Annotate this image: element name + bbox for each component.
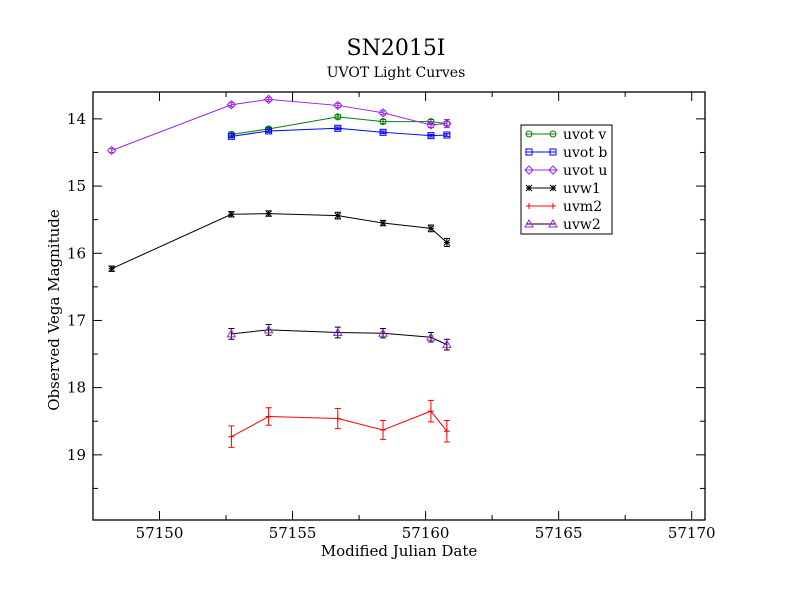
data-point [443,131,451,139]
error-bar [265,129,272,133]
data-point [106,145,117,156]
y-tick-label: 14 [67,110,86,128]
data-point [227,132,235,140]
y-tick-label: 16 [67,244,86,262]
data-point [442,339,452,349]
data-point [378,328,388,337]
plot-frame [92,91,706,521]
data-point [265,413,272,420]
data-point [427,225,435,232]
x-tick-label: 57160 [402,524,450,542]
series-layer [106,94,452,448]
legend-label: uvw2 [563,217,601,233]
legend-marker [526,203,532,209]
legend-item-uvw2: uvw2 [524,217,601,233]
data-point [333,100,343,111]
y-tick-label: 15 [67,177,86,195]
series-line [231,410,448,438]
data-point [379,128,387,136]
legend-marker [549,148,557,156]
error-bar [334,126,341,131]
series-line [111,213,448,270]
x-tick-label: 57155 [269,524,317,542]
data-point [108,265,115,273]
data-point [379,118,387,126]
series-uvw2 [226,323,452,351]
y-tick-label: 18 [67,379,86,397]
chart-title: SN2015I [347,36,446,61]
data-point [378,108,388,118]
x-tick-label: 57150 [136,524,184,542]
legend-item-uvot-v: uvot v [525,127,606,143]
y-axis-label: Observed Vega Magnitude [45,209,63,411]
data-point [426,332,436,341]
data-point [443,428,450,435]
legend-item-uvot-b: uvot b [525,145,607,161]
y-tick-label: 17 [67,311,86,329]
data-point [226,328,237,338]
x-axis-label: Modified Julian Date [321,542,478,560]
data-point [443,239,451,246]
data-point [379,219,387,227]
series-uvot-b [227,124,451,140]
axis-ticks: 57150 57155 57160 57165 57170 14 15 16 17 18 19 [67,92,716,542]
series-uvw1 [108,210,451,273]
data-point [427,132,435,140]
legend-marker [549,130,557,138]
legend-marker [549,184,557,192]
data-point [334,124,342,132]
y-tick-label: 19 [67,446,86,464]
data-point [265,127,273,135]
legend: uvot v uvot b uvot u uvw1 uvm2 uvw2 [524,127,607,233]
data-point [263,94,274,105]
x-tick-label: 57165 [535,524,583,542]
series-uvm2 [228,399,450,448]
series-line [111,98,447,151]
data-point [380,426,387,433]
data-point [226,100,237,110]
chart-subtitle: UVOT Light Curves [327,65,466,81]
error-bar [380,130,387,135]
legend-marker [548,218,558,228]
x-tick-label: 57170 [668,524,716,542]
legend-item-uvot-u: uvot u [524,163,607,179]
data-point [263,324,274,334]
error-bar [427,133,434,138]
series-uvot-u [106,94,452,156]
legend-marker [524,165,534,175]
legend-label: uvot u [563,163,607,179]
data-point [228,210,235,218]
data-point [334,415,341,422]
legend-item-uvm2: uvm2 [526,199,602,215]
legend-marker [550,203,556,209]
legend-marker [548,165,558,175]
series-line [231,329,448,346]
legend-box [520,124,613,235]
legend-label: uvot b [563,145,607,161]
data-point [426,120,436,130]
legend-label: uvm2 [563,199,602,215]
error-bar [443,133,450,137]
data-point [332,327,343,337]
data-point [265,210,272,217]
data-point [442,118,452,129]
legend-label: uvw1 [563,181,601,197]
legend-marker [525,148,533,156]
legend-marker [524,218,534,228]
data-point [334,113,342,121]
error-bar [228,134,235,139]
data-point [427,408,434,415]
legend-marker [525,130,533,138]
legend-item-uvw1: uvw1 [525,181,601,197]
legend-label: uvot v [563,127,606,143]
data-point [334,212,342,219]
legend-marker [525,184,533,192]
data-point [228,433,235,440]
